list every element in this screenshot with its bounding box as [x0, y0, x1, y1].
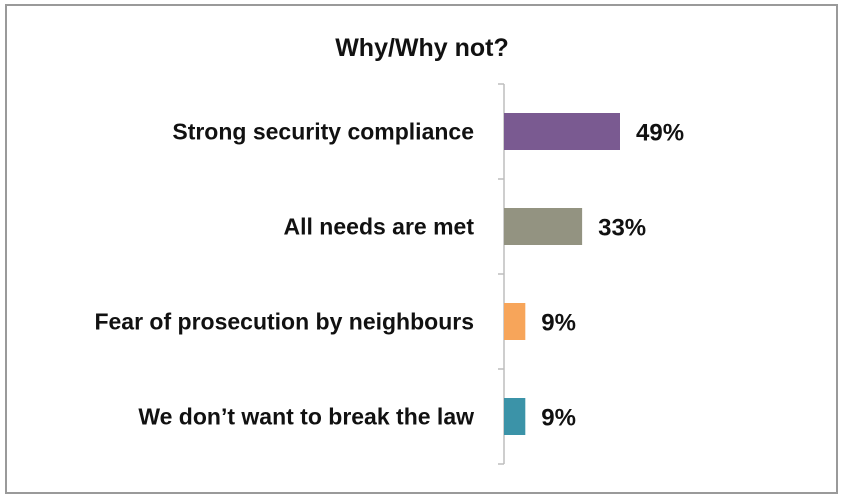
bar: [504, 208, 583, 245]
category-label: Fear of prosecution by neighbours: [94, 309, 474, 335]
category-label: Strong security compliance: [172, 119, 474, 145]
data-label: 9%: [541, 405, 576, 432]
bar-chart: Strong security compliance 49% All needs a…: [94, 83, 684, 465]
category-axis: [498, 83, 505, 465]
bars-group: [504, 113, 620, 435]
data-label: 9%: [541, 310, 576, 337]
chart-title: Why/Why not?: [335, 34, 509, 62]
chart-frame: [5, 4, 838, 494]
category-label: We don’t want to break the law: [138, 404, 474, 430]
data-label: 33%: [598, 215, 646, 242]
bar: [504, 303, 526, 340]
bar: [504, 113, 620, 150]
category-label: All needs are met: [284, 214, 475, 240]
data-label: 49%: [636, 120, 684, 147]
labels-group: Strong security compliance 49% All needs a…: [94, 119, 684, 432]
bar: [504, 398, 526, 435]
